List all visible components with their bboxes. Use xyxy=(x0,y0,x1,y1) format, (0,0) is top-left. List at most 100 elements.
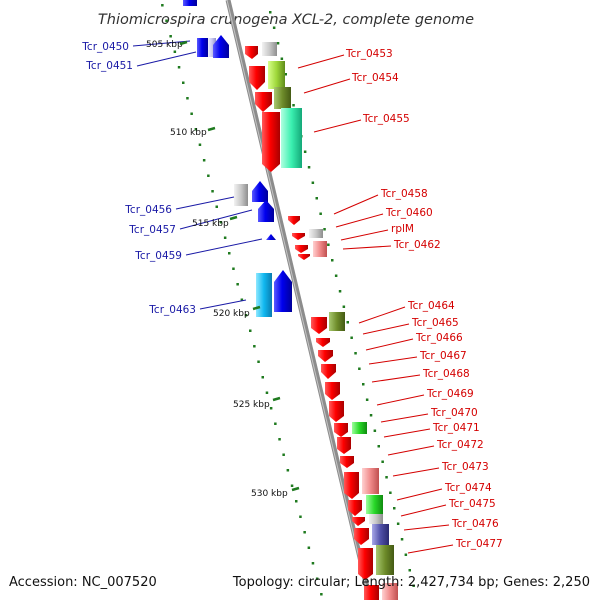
gene-arrow-tcr-0473[interactable] xyxy=(344,472,359,499)
tick-dot xyxy=(282,453,285,456)
gene-arrow-tcr-0476[interactable] xyxy=(354,528,369,545)
gene-arrow-tcr-0453[interactable] xyxy=(245,46,258,59)
leader-line xyxy=(342,245,392,250)
gene-label-tcr-0454[interactable]: Tcr_0454 xyxy=(351,72,399,84)
gene-arrow-tcr-0470[interactable] xyxy=(334,423,348,437)
leader-line xyxy=(400,504,447,517)
gene-block-tcr-0476-similarity xyxy=(372,524,389,545)
gene-label-tcr-0450[interactable]: Tcr_0450 xyxy=(81,41,129,53)
gene-block-tcr-0470-similarity xyxy=(352,422,367,434)
gene-label-tcr-0468[interactable]: Tcr_0468 xyxy=(422,368,470,380)
gene-label-tcr-0475[interactable]: Tcr_0475 xyxy=(448,498,496,510)
gene-arrow-tcr-0460[interactable] xyxy=(292,233,305,240)
gene-label-tcr-0466[interactable]: Tcr_0466 xyxy=(415,332,463,344)
tick-dot xyxy=(177,66,181,69)
leader-line xyxy=(335,213,384,228)
gene-label-tcr-0455[interactable]: Tcr_0455 xyxy=(362,113,410,125)
gene-label-rplm[interactable]: rplM xyxy=(391,223,414,235)
gene-arrow-tcr-0464[interactable] xyxy=(311,317,327,334)
right-gene-labels: Tcr_0453 Tcr_0454 Tcr_0455 Tcr_0458 Tcr_0460… xyxy=(297,48,503,554)
gene-arrow-tcr-0456[interactable] xyxy=(252,181,268,202)
tick-dot xyxy=(292,104,295,107)
gene-arrow-tcr-0466[interactable] xyxy=(318,350,333,362)
tick-dot xyxy=(276,42,280,45)
gene-block-tcr-0453-similarity xyxy=(262,42,277,56)
gene-label-tcr-0472[interactable]: Tcr_0472 xyxy=(436,439,484,451)
gene-label-tcr-0470[interactable]: Tcr_0470 xyxy=(430,407,478,419)
tick-dot xyxy=(284,73,287,76)
tick-dot xyxy=(257,360,260,363)
gene-label-tcr-0473[interactable]: Tcr_0473 xyxy=(441,461,489,473)
tick-dot xyxy=(173,50,177,53)
gene-label-tcr-0465[interactable]: Tcr_0465 xyxy=(411,317,459,329)
tick-dot xyxy=(190,112,193,115)
gene-label-tcr-0471[interactable]: Tcr_0471 xyxy=(432,422,480,434)
gene-arrow-tcr-0462[interactable] xyxy=(298,254,310,260)
tick-dot xyxy=(215,205,218,208)
gene-arrow-tcr-0471[interactable] xyxy=(337,437,351,454)
tick-dot xyxy=(358,367,361,370)
gene-block-tcr-0477-similarity xyxy=(376,545,394,575)
gene-arrow-tcr-0465[interactable] xyxy=(316,338,330,347)
gene-arrow-tcr-0459[interactable] xyxy=(266,234,276,240)
tick-dot xyxy=(327,243,330,246)
gene-arrow-tcr-0451[interactable] xyxy=(213,35,229,58)
gene-label-tcr-0456[interactable]: Tcr_0456 xyxy=(124,204,172,216)
gene-block-tcr-0463-similarity xyxy=(256,273,272,317)
gene-label-tcr-0459[interactable]: Tcr_0459 xyxy=(134,250,182,262)
tick-dot xyxy=(377,445,380,448)
tick-dot xyxy=(261,376,264,379)
tick-dot xyxy=(265,391,269,394)
gene-label-tcr-0464[interactable]: Tcr_0464 xyxy=(407,300,455,312)
gene-arrow-tcr-0457[interactable] xyxy=(258,200,274,222)
accession-label: Accession: NC_007520 xyxy=(9,575,157,590)
gene-label-tcr-0477[interactable]: Tcr_0477 xyxy=(455,538,503,550)
gene-label-tcr-0457[interactable]: Tcr_0457 xyxy=(128,224,176,236)
gene-arrow-tcr-0478[interactable] xyxy=(364,585,379,600)
tick-dot xyxy=(274,422,277,425)
gene-arrow-tcr-0474[interactable] xyxy=(348,500,362,516)
gene-arrow-tcr-0455[interactable] xyxy=(262,112,280,172)
tick-dot xyxy=(315,577,319,580)
leader-line xyxy=(365,338,414,351)
tick-dot xyxy=(269,407,273,410)
gene-label-tcr-0476[interactable]: Tcr_0476 xyxy=(451,518,499,530)
major-tick xyxy=(207,126,216,132)
leader-line xyxy=(185,238,263,256)
gene-arrow-tcr-0469[interactable] xyxy=(329,401,344,422)
tick-dot xyxy=(412,584,415,587)
tick-label-510-kbp: 510 kbp xyxy=(170,128,207,138)
gene-label-tcr-0462[interactable]: Tcr_0462 xyxy=(393,239,441,251)
tick-dot xyxy=(272,26,276,29)
tick-label-525-kbp: 525 kbp xyxy=(233,400,270,410)
gene-label-tcr-0463[interactable]: Tcr_0463 xyxy=(148,304,196,316)
tick-dot xyxy=(223,236,227,239)
right-strand-features xyxy=(245,42,398,600)
gene-arrow-tcr-0463[interactable] xyxy=(274,270,292,312)
gene-label-tcr-0458[interactable]: Tcr_0458 xyxy=(380,188,428,200)
gene-arrow-tcr-0458[interactable] xyxy=(288,216,300,225)
gene-arrow-tcr-0472[interactable] xyxy=(340,456,354,468)
tick-dot xyxy=(194,128,198,131)
gene-arrow-rplm[interactable] xyxy=(295,245,308,253)
gene-arrow-tcr-0455a[interactable] xyxy=(255,92,272,112)
gene-arrow-tcr-0468[interactable] xyxy=(325,382,340,400)
tick-dot xyxy=(253,345,256,348)
gene-block-tcr-0449[interactable] xyxy=(183,0,197,6)
leader-line xyxy=(396,488,443,501)
gene-label-tcr-0453[interactable]: Tcr_0453 xyxy=(345,48,393,60)
gene-label-tcr-0467[interactable]: Tcr_0467 xyxy=(419,350,467,362)
genome-backbone xyxy=(225,0,373,600)
gene-label-tcr-0474[interactable]: Tcr_0474 xyxy=(444,482,492,494)
gene-arrow-tcr-0475[interactable] xyxy=(352,517,365,526)
tick-dot xyxy=(228,252,231,255)
gene-block-tcr-0450[interactable] xyxy=(197,38,208,57)
gene-label-tcr-0469[interactable]: Tcr_0469 xyxy=(426,388,474,400)
gene-arrow-tcr-0467[interactable] xyxy=(321,364,336,379)
gene-label-tcr-0460[interactable]: Tcr_0460 xyxy=(385,207,433,219)
gene-arrow-tcr-0454[interactable] xyxy=(249,66,265,90)
gene-label-tcr-0451[interactable]: Tcr_0451 xyxy=(85,60,133,72)
tick-dot xyxy=(295,500,298,503)
gene-arrow-tcr-0477[interactable] xyxy=(358,548,373,580)
tick-dot xyxy=(311,181,315,184)
